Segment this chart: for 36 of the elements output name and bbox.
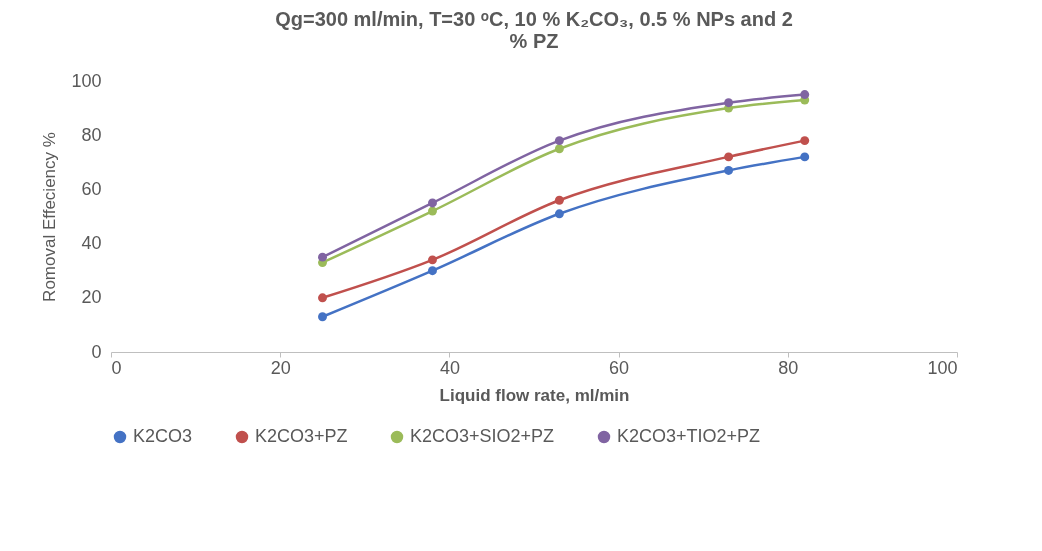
point <box>554 144 564 154</box>
point <box>318 312 327 322</box>
x-tick-label: 100 <box>927 357 958 378</box>
x-tick-label: 60 <box>609 357 630 378</box>
point <box>428 198 437 208</box>
x-tick-label: 80 <box>778 357 799 378</box>
y-tick-label: 80 <box>81 124 102 145</box>
point <box>428 266 437 276</box>
point <box>724 165 734 175</box>
point <box>800 136 810 146</box>
legend-label: K2CO3+PZ <box>255 426 348 446</box>
point <box>318 293 327 303</box>
x-tick-label: 40 <box>439 357 460 378</box>
legend-label: K2CO3+SIO2+PZ <box>410 426 555 446</box>
y-tick-label: 0 <box>91 341 102 362</box>
point <box>428 206 437 216</box>
point <box>428 255 437 265</box>
point <box>800 90 810 100</box>
point <box>724 152 734 162</box>
y-tick-label: 100 <box>71 70 102 91</box>
point <box>554 209 564 219</box>
y-tick-label: 20 <box>81 287 102 308</box>
point <box>554 136 564 146</box>
y-tick-label: 60 <box>81 178 102 199</box>
point <box>318 252 327 262</box>
y-axis-title: Romoval Effeciency % <box>40 132 60 302</box>
y-tick-label: 40 <box>81 233 102 254</box>
x-axis-title: Liquid flow rate, ml/min <box>439 385 630 405</box>
x-tick-label: 0 <box>111 357 122 378</box>
point <box>554 195 564 205</box>
legend-label: K2CO3+TIO2+PZ <box>617 426 761 446</box>
point <box>724 98 734 108</box>
x-tick-label: 20 <box>270 357 291 378</box>
point <box>800 152 810 162</box>
chart-title: Qg=300 ml/min, T=30 ᵒC, 10 % K₂CO₃, 0.5 % NPs and 2 % PZ <box>275 8 793 52</box>
legend-label: K2CO3 <box>133 426 193 446</box>
